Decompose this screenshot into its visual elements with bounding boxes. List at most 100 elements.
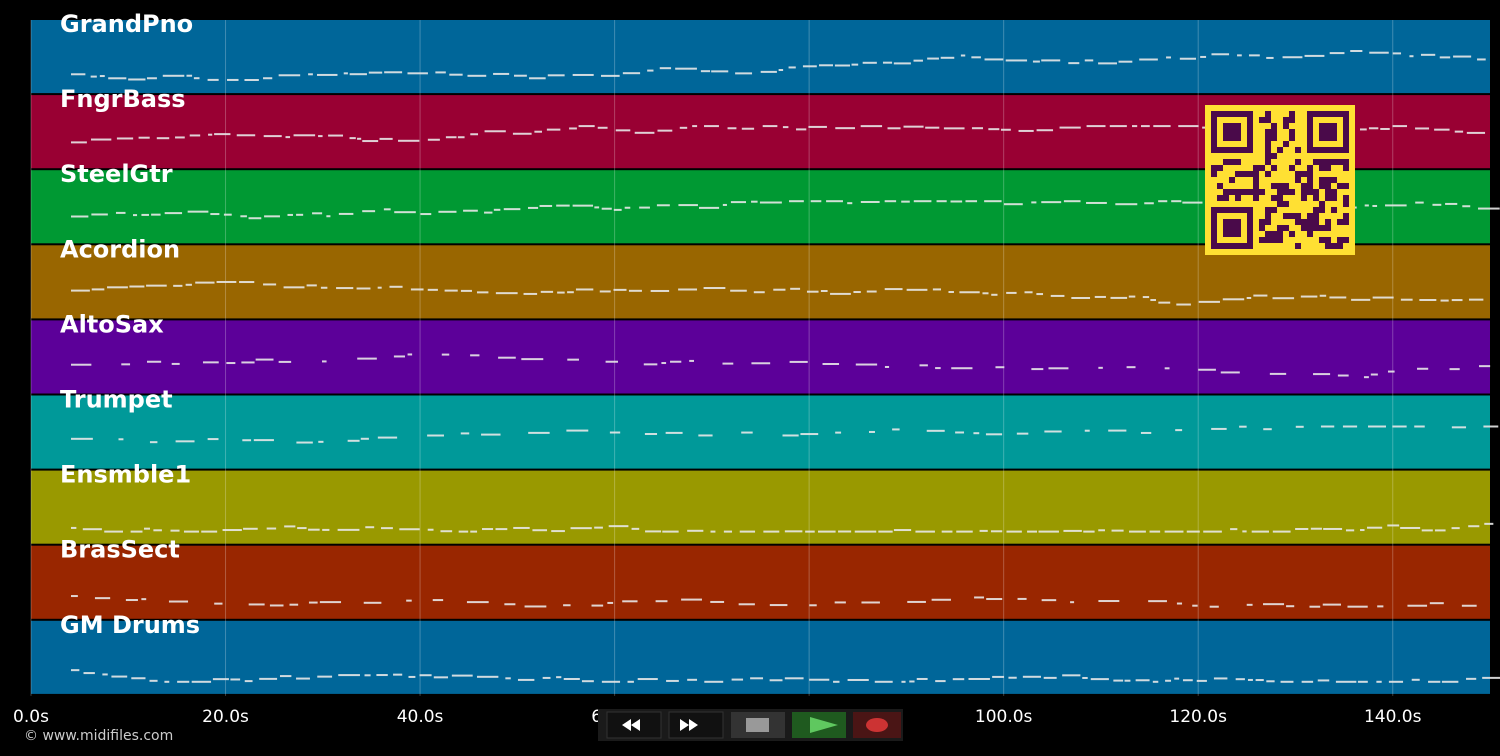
- note-texture: [1368, 127, 1379, 130]
- note-texture: [278, 74, 301, 77]
- note-texture: [1135, 679, 1150, 682]
- play-button[interactable]: [792, 712, 846, 738]
- qr-module: [1223, 189, 1229, 195]
- note-texture: [547, 74, 565, 77]
- note-texture: [1176, 303, 1191, 306]
- qr-module: [1277, 201, 1283, 207]
- note-texture: [377, 436, 398, 439]
- note-texture: [71, 437, 93, 440]
- note-texture: [1090, 678, 1109, 681]
- note-texture: [601, 207, 612, 210]
- note-texture: [1415, 201, 1424, 204]
- note-texture: [1434, 128, 1450, 131]
- qr-module: [1331, 243, 1337, 249]
- note-texture: [175, 136, 185, 139]
- note-texture: [892, 428, 900, 431]
- note-texture: [778, 69, 784, 72]
- note-texture: [862, 61, 877, 64]
- note-texture: [901, 680, 906, 683]
- note-texture: [338, 674, 360, 677]
- note-texture: [730, 289, 747, 292]
- note-texture: [784, 530, 803, 533]
- qr-module: [1319, 225, 1325, 231]
- note-texture: [1164, 367, 1170, 370]
- note-texture: [380, 527, 393, 530]
- note-texture: [868, 430, 875, 433]
- note-texture: [306, 284, 317, 287]
- note-texture: [796, 128, 807, 131]
- track-lane: [31, 395, 1490, 469]
- note-texture: [308, 73, 313, 76]
- qr-module: [1313, 159, 1319, 165]
- note-texture: [191, 680, 212, 683]
- note-texture: [99, 75, 105, 78]
- note-texture: [116, 137, 134, 140]
- note-texture: [1086, 125, 1106, 128]
- record-button[interactable]: [853, 712, 901, 738]
- qr-module: [1319, 177, 1325, 183]
- qr-module: [1289, 111, 1295, 117]
- note-texture: [528, 431, 550, 434]
- note-texture: [1152, 680, 1159, 683]
- note-texture: [710, 530, 716, 533]
- note-texture: [551, 530, 565, 533]
- qr-module: [1337, 183, 1343, 189]
- qr-module: [1283, 183, 1289, 189]
- note-texture: [835, 431, 842, 434]
- note-texture: [1451, 426, 1467, 429]
- note-texture: [1164, 530, 1184, 533]
- note-texture: [1031, 201, 1037, 204]
- note-texture: [1041, 59, 1061, 62]
- note-texture: [622, 600, 638, 603]
- note-texture: [1005, 59, 1028, 62]
- forward-button[interactable]: [668, 711, 724, 739]
- rewind-button[interactable]: [606, 711, 662, 739]
- note-texture: [751, 362, 771, 365]
- note-texture: [1043, 676, 1057, 679]
- note-texture: [893, 529, 912, 532]
- note-texture: [926, 429, 945, 432]
- note-texture: [1200, 55, 1207, 58]
- note-texture: [979, 529, 988, 532]
- note-texture: [318, 440, 324, 443]
- note-texture: [1420, 53, 1436, 56]
- note-texture: [567, 291, 574, 294]
- note-texture: [240, 215, 247, 218]
- qr-module: [1301, 219, 1307, 225]
- note-texture: [1179, 57, 1197, 60]
- note-texture: [481, 433, 501, 436]
- qr-module: [1325, 237, 1331, 243]
- note-texture: [320, 286, 328, 289]
- note-texture: [407, 353, 413, 356]
- note-texture: [186, 74, 193, 77]
- note-texture: [1109, 125, 1127, 128]
- note-texture: [365, 526, 375, 529]
- note-texture: [666, 679, 679, 682]
- note-texture: [1445, 202, 1458, 205]
- note-texture: [741, 431, 753, 434]
- note-texture: [913, 200, 932, 203]
- note-texture: [1213, 677, 1228, 680]
- note-texture: [1247, 678, 1253, 681]
- note-texture: [1392, 125, 1408, 128]
- note-texture: [594, 206, 600, 209]
- qr-module: [1283, 141, 1289, 147]
- qr-module: [1343, 237, 1349, 243]
- note-texture: [622, 72, 641, 75]
- stop-button[interactable]: [731, 712, 785, 738]
- note-texture: [259, 677, 278, 680]
- qr-module: [1265, 159, 1271, 165]
- note-texture: [71, 141, 87, 144]
- qr-module: [1295, 213, 1301, 219]
- note-texture: [935, 680, 946, 683]
- note-texture: [1453, 55, 1472, 58]
- icon: [866, 718, 888, 732]
- note-texture: [216, 280, 237, 283]
- note-texture: [665, 431, 683, 434]
- note-texture: [661, 362, 667, 365]
- qr-module: [1259, 189, 1265, 195]
- note-texture: [1036, 129, 1054, 132]
- note-texture: [532, 529, 548, 532]
- qr-module: [1271, 129, 1277, 135]
- note-texture: [1246, 603, 1253, 606]
